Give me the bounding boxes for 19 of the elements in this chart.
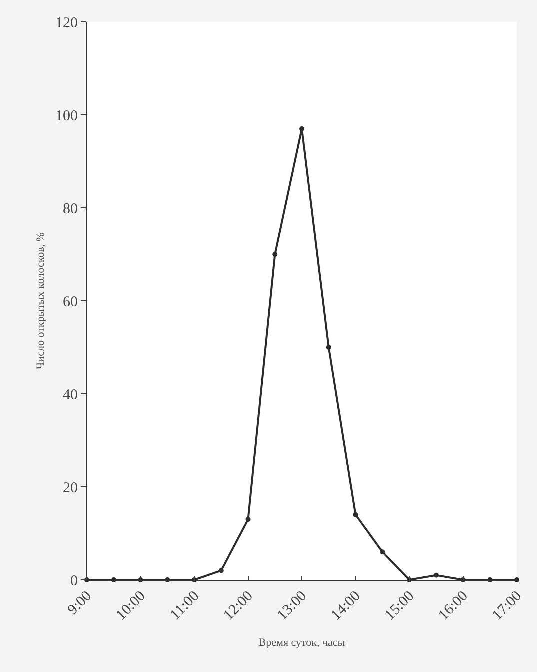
point [218,568,224,574]
y-axis-title: Число открытых колосков, % [35,232,48,370]
point [246,517,251,522]
y-tick-label: 20 [63,480,78,496]
point [434,572,439,578]
point [272,252,278,257]
y-tick-label: 120 [56,15,78,32]
y-tick-label: 40 [63,387,78,404]
y-tick-label: 60 [63,294,78,310]
x-tick-label: 9:00 [64,588,96,618]
y-tick-label: 0 [70,573,78,590]
point [326,345,332,350]
y-tick-label: 100 [56,108,78,124]
point [380,550,386,555]
point [353,512,358,518]
point [514,578,520,582]
y-tick-label: 80 [63,201,78,218]
x-axis-title: Время суток, часы [258,636,346,649]
point [300,126,304,132]
